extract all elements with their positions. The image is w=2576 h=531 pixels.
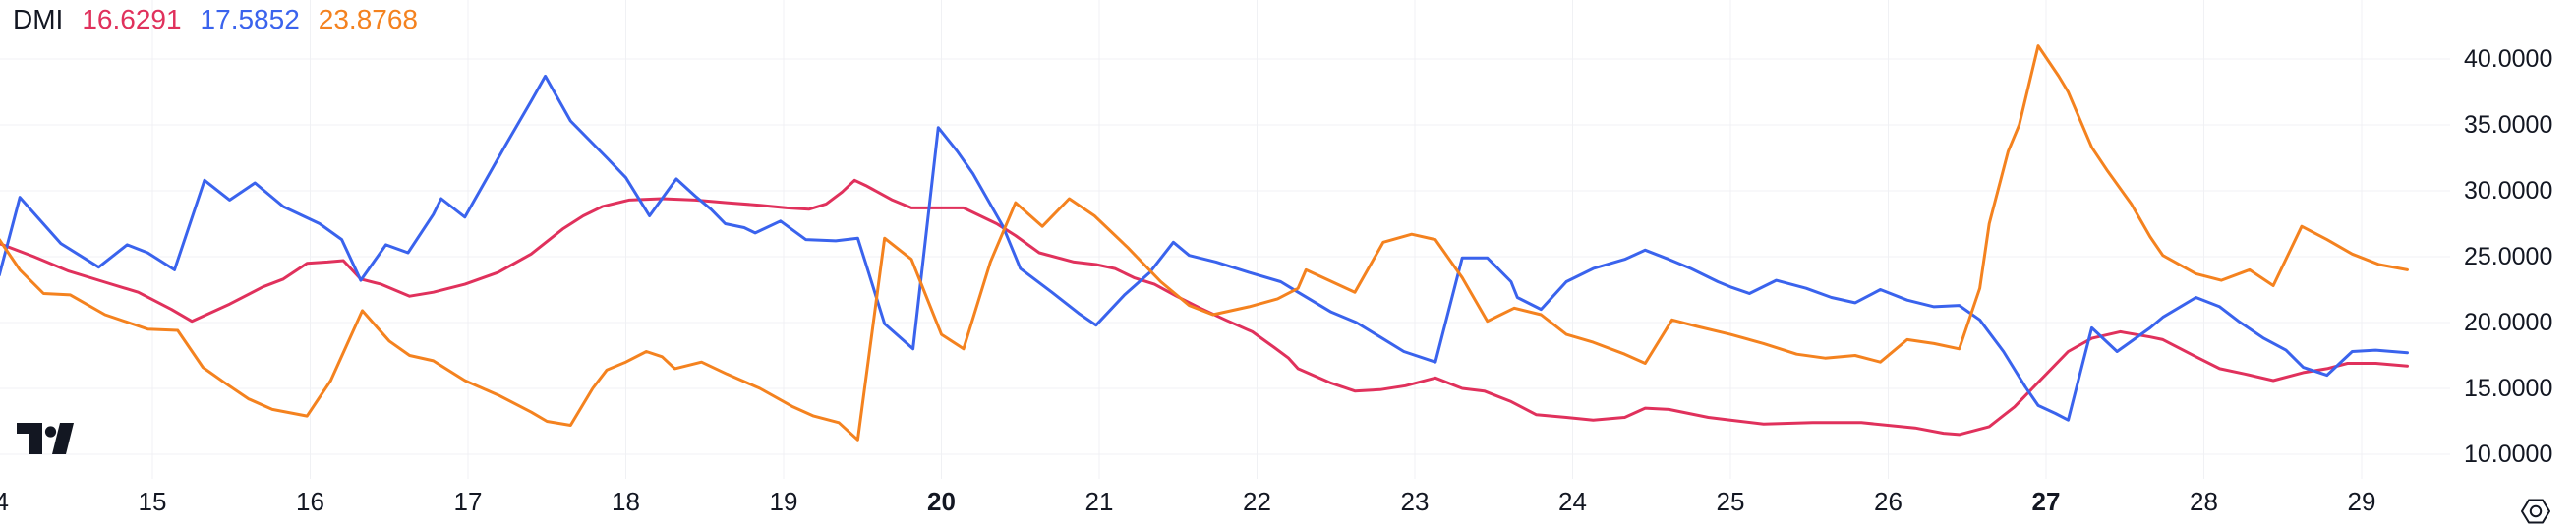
time-tick-label: 20 (927, 487, 956, 516)
tradingview-logo[interactable] (17, 423, 78, 455)
legend-value-red: 16.6291 (82, 4, 182, 34)
time-tick-label: 17 (453, 487, 483, 516)
grid-lines (0, 0, 2450, 479)
legend-value-orange: 23.8768 (318, 4, 418, 34)
price-tick-label: 25.0000 (2464, 243, 2553, 270)
time-tick-label: 14 (0, 487, 9, 516)
time-tick-label: 23 (1400, 487, 1430, 516)
time-tick-label: 19 (769, 487, 798, 516)
time-tick-label: 15 (138, 487, 167, 516)
indicator-title[interactable]: DMI (13, 4, 64, 34)
time-tick-label: 26 (1874, 487, 1903, 516)
time-tick-label: 22 (1243, 487, 1271, 516)
time-tick-label: 27 (2031, 487, 2061, 516)
series-line-blue (0, 74, 2409, 422)
price-tick-label: 10.0000 (2464, 441, 2553, 468)
time-tick-label: 16 (296, 487, 324, 516)
price-tick-label: 35.0000 (2464, 111, 2553, 139)
time-tick-label: 24 (1558, 487, 1587, 516)
price-tick-label: 15.0000 (2464, 375, 2553, 402)
series-line-orange (0, 44, 2409, 442)
legend-value-blue: 17.5852 (200, 4, 300, 34)
price-tick-label: 20.0000 (2464, 309, 2553, 336)
time-tick-label: 21 (1084, 487, 1114, 516)
time-tick-label: 25 (1716, 487, 1745, 516)
price-tick-label: 40.0000 (2464, 45, 2553, 73)
time-tick-label: 28 (2190, 487, 2218, 516)
price-tick-label: 30.0000 (2464, 177, 2553, 205)
indicator-legend: DMI 16.6291 17.5852 23.8768 (13, 4, 418, 35)
series-line-red (0, 178, 2409, 437)
time-tick-label: 29 (2347, 487, 2376, 516)
time-tick-label: 18 (612, 487, 640, 516)
gear-settings-icon[interactable] (2519, 496, 2552, 527)
